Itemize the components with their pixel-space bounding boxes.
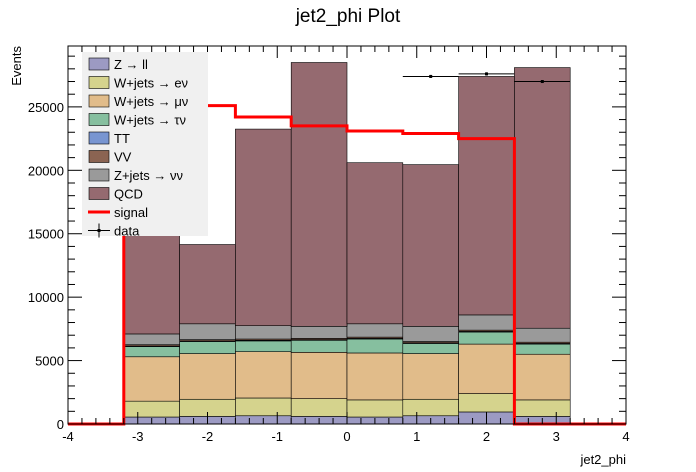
legend-label-2: W+jets → μν — [114, 94, 188, 109]
bar-series2-bin0 — [123, 356, 180, 402]
bar-series6-bin1 — [179, 323, 236, 340]
x-tick-label: -3 — [132, 429, 144, 444]
data-point-2 — [540, 80, 544, 84]
data-point-0 — [429, 74, 433, 78]
bar-series3-bin2 — [235, 340, 292, 352]
legend-label-0: Z → ll — [114, 57, 148, 72]
data-points-layer — [402, 72, 571, 84]
data-point-1 — [485, 72, 488, 76]
bar-series6-bin4 — [346, 323, 404, 338]
bar-series7-bin5 — [402, 164, 459, 327]
legend-swatch-data-marker — [97, 229, 101, 232]
legend-label-4: TT — [114, 131, 130, 146]
x-tick-label: 1 — [413, 429, 420, 444]
bar-series3-bin3 — [290, 339, 348, 353]
bar-series7-bin4 — [346, 162, 404, 325]
legend-label-8: signal — [114, 205, 148, 220]
x-tick-label: 0 — [343, 429, 350, 444]
legend-label-5: VV — [114, 150, 132, 165]
bar-series7-bin7 — [514, 67, 571, 329]
bar-series3-bin0 — [123, 346, 180, 358]
legend-label-3: W+jets → τν — [114, 113, 186, 128]
x-tick-label: 4 — [622, 429, 629, 444]
legend-swatch-5 — [88, 150, 110, 163]
legend-swatch-3 — [88, 113, 110, 126]
bar-series6-bin6 — [458, 314, 515, 331]
y-tick-label: 5000 — [35, 354, 64, 369]
bar-series2-bin1 — [179, 353, 236, 400]
legend-swatch-4 — [88, 131, 110, 145]
x-axis-title: jet2_phi — [579, 452, 626, 467]
x-tick-label: 3 — [553, 429, 560, 444]
y-axis-title: Events — [9, 46, 24, 86]
y-tick-label: 25000 — [28, 100, 64, 115]
bar-series6-bin0 — [123, 333, 180, 346]
y-tick-label: 20000 — [28, 163, 64, 178]
legend-label-6: Z+jets → νν — [114, 168, 183, 183]
bar-series1-bin2 — [235, 397, 292, 417]
legend-label-9: data — [114, 224, 140, 239]
bar-series2-bin4 — [346, 352, 404, 401]
bar-series6-bin7 — [514, 327, 571, 343]
bar-series2-bin7 — [514, 353, 571, 401]
x-tick-label: -4 — [62, 429, 74, 444]
bar-series1-bin5 — [402, 398, 459, 417]
x-tick-label: -1 — [271, 429, 283, 444]
bar-series2-bin6 — [458, 343, 515, 394]
bar-series2-bin2 — [235, 351, 292, 399]
bar-series6-bin3 — [290, 326, 348, 339]
legend-swatch-6 — [88, 168, 110, 182]
legend-swatch-1 — [88, 76, 110, 89]
bar-series1-bin4 — [346, 399, 404, 418]
y-tick-label: 10000 — [28, 290, 64, 305]
bar-series3-bin6 — [458, 331, 515, 345]
axes: -4 -3 -2 -1 0 1 2 3 4 0 5000 10000 15000 20000 25000 — [28, 46, 630, 444]
bar-series6-bin2 — [235, 325, 292, 340]
bar-series1-bin3 — [290, 398, 348, 417]
bar-series3-bin4 — [346, 338, 404, 354]
bar-series6-bin5 — [402, 326, 459, 342]
bar-series7-bin1 — [179, 244, 236, 325]
legend: Z → ll W+jets → eν W+jets → μν W+jets → τν T… — [82, 52, 208, 239]
y-tick-label: 0 — [57, 417, 64, 432]
legend-swatch-7 — [88, 187, 110, 200]
x-tick-label: -2 — [202, 429, 214, 444]
x-tick-label: 2 — [483, 429, 490, 444]
legend-swatch-0 — [88, 57, 110, 71]
bar-series3-bin7 — [514, 343, 571, 355]
legend-swatch-2 — [88, 94, 110, 108]
chart-title: jet2_phi Plot — [295, 6, 401, 27]
bar-series1-bin0 — [123, 400, 180, 418]
y-tick-label: 15000 — [28, 227, 64, 242]
bar-series7-bin3 — [290, 62, 348, 327]
bar-series1-bin7 — [514, 399, 571, 417]
legend-label-7: QCD — [114, 187, 143, 202]
bar-series3-bin1 — [179, 341, 236, 354]
bar-series2-bin3 — [290, 352, 348, 399]
bar-series3-bin5 — [402, 343, 459, 354]
bar-series2-bin5 — [402, 353, 459, 400]
bar-series7-bin2 — [235, 128, 292, 326]
bar-series1-bin6 — [458, 393, 515, 413]
legend-label-1: W+jets → eν — [114, 76, 188, 91]
bar-series7-bin6 — [458, 76, 515, 316]
